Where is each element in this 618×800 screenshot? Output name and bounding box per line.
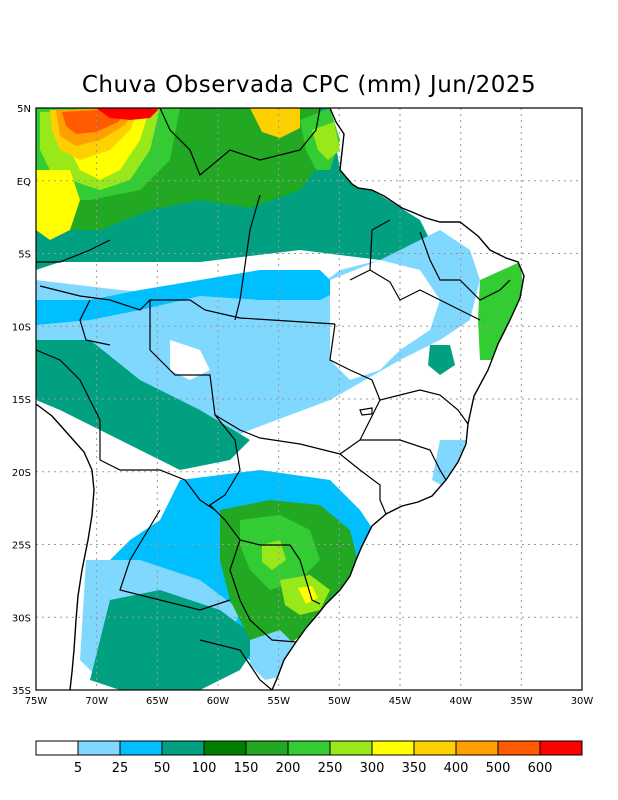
map-grid <box>36 108 582 690</box>
colorbar-swatch <box>413 740 457 756</box>
colorbar-threshold-label: 250 <box>318 761 343 776</box>
colorbar-swatch <box>119 740 163 756</box>
latitude-tick-labels: 5N EQ 5S 10S 15S 20S 25S 30S 35S <box>12 104 31 697</box>
lon-tick-label: 65W <box>146 696 169 707</box>
coastline-and-borders <box>35 107 525 691</box>
lat-tick-label: 10S <box>12 322 31 333</box>
lat-tick-label: 35S <box>12 686 31 697</box>
lon-tick-label: 30W <box>571 696 594 707</box>
map-frame <box>35 107 583 691</box>
colorbar-threshold-label: 25 <box>112 761 129 776</box>
lon-tick-label: 55W <box>267 696 290 707</box>
colorbar-swatch <box>371 740 415 756</box>
colorbar-threshold-label: 350 <box>402 761 427 776</box>
lat-tick-label: 5S <box>18 250 31 261</box>
colorbar-threshold-label: 200 <box>276 761 301 776</box>
lon-tick-label: 45W <box>389 696 412 707</box>
colorbar <box>35 740 583 756</box>
colorbar-threshold-label: 300 <box>360 761 385 776</box>
colorbar-swatch <box>161 740 205 756</box>
colorbar-swatch <box>497 740 541 756</box>
longitude-tick-labels: 75W 70W 65W 60W 55W 50W 45W 40W 35W 30W <box>25 696 594 707</box>
colorbar-swatch <box>77 740 121 756</box>
colorbar-threshold-label: 100 <box>192 761 217 776</box>
lat-tick-label: 25S <box>12 541 31 552</box>
colorbar-swatch <box>203 740 247 756</box>
colorbar-threshold-label: 400 <box>444 761 469 776</box>
colorbar-swatch <box>245 740 289 756</box>
lon-tick-label: 50W <box>328 696 351 707</box>
colorbar-labels: 5 25 50 100 150 200 250 300 350 400 500 600 <box>74 761 553 776</box>
lon-tick-label: 75W <box>25 696 48 707</box>
lat-tick-label: 20S <box>12 468 31 479</box>
map-title: Chuva Observada CPC (mm) Jun/2025 <box>81 72 537 98</box>
lon-tick-label: 70W <box>85 696 108 707</box>
colorbar-threshold-label: 50 <box>154 761 171 776</box>
lat-tick-label: 5N <box>17 104 31 115</box>
precipitation-field <box>36 108 524 690</box>
lat-tick-label: EQ <box>17 177 31 188</box>
colorbar-threshold-label: 150 <box>234 761 259 776</box>
colorbar-swatch <box>329 740 373 756</box>
lat-tick-label: 30S <box>12 613 31 624</box>
colorbar-threshold-label: 600 <box>528 761 553 776</box>
lat-tick-label: 15S <box>12 395 31 406</box>
colorbar-swatch <box>287 740 331 756</box>
colorbar-threshold-label: 5 <box>74 761 82 776</box>
lon-tick-label: 35W <box>510 696 533 707</box>
colorbar-swatch <box>35 740 79 756</box>
colorbar-swatch <box>539 740 583 756</box>
lon-tick-label: 60W <box>207 696 230 707</box>
colorbar-swatch <box>455 740 499 756</box>
lon-tick-label: 40W <box>449 696 472 707</box>
colorbar-threshold-label: 500 <box>486 761 511 776</box>
